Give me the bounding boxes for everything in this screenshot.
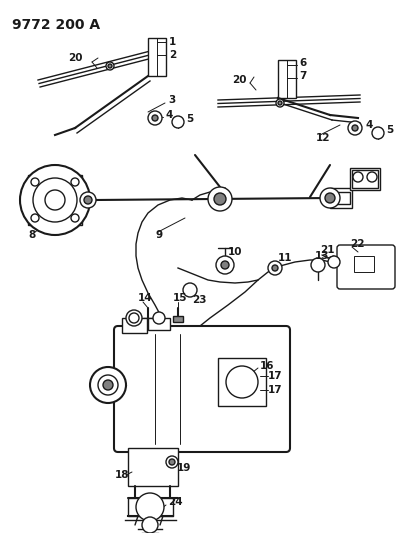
Text: 17: 17	[268, 385, 283, 395]
Text: 5: 5	[386, 125, 393, 135]
Text: 4: 4	[165, 110, 172, 120]
Circle shape	[45, 190, 65, 210]
Text: 9: 9	[155, 230, 162, 240]
Circle shape	[152, 115, 158, 121]
Circle shape	[278, 101, 282, 105]
Text: 23: 23	[192, 295, 207, 305]
Circle shape	[142, 517, 158, 533]
Text: 6: 6	[299, 58, 306, 68]
Bar	[218, 358, 266, 406]
Circle shape	[31, 214, 39, 222]
Bar	[128, 448, 178, 486]
Bar	[28, 175, 82, 225]
Circle shape	[108, 64, 112, 68]
Bar	[332, 192, 350, 204]
Bar	[278, 60, 296, 98]
Text: 22: 22	[350, 239, 365, 249]
Circle shape	[136, 493, 164, 521]
Bar	[354, 256, 374, 272]
Text: 19: 19	[177, 463, 191, 473]
Bar	[148, 318, 170, 330]
Text: 15: 15	[173, 293, 188, 303]
Circle shape	[80, 192, 96, 208]
Bar	[352, 170, 378, 188]
Circle shape	[106, 62, 114, 70]
Text: 2: 2	[169, 50, 176, 60]
Text: 24: 24	[168, 497, 182, 507]
Circle shape	[367, 172, 377, 182]
Circle shape	[71, 214, 79, 222]
Circle shape	[320, 188, 340, 208]
Text: 8: 8	[28, 230, 35, 240]
Circle shape	[226, 366, 258, 398]
Text: 18: 18	[115, 470, 130, 480]
Circle shape	[352, 125, 358, 131]
Circle shape	[183, 283, 197, 297]
Text: 17: 17	[268, 371, 283, 381]
Circle shape	[126, 310, 142, 326]
Bar	[148, 38, 166, 76]
Circle shape	[33, 178, 77, 222]
Text: 3: 3	[168, 95, 175, 105]
Circle shape	[129, 313, 139, 323]
Circle shape	[71, 178, 79, 186]
Circle shape	[276, 99, 284, 107]
Circle shape	[141, 498, 159, 516]
Text: 12: 12	[316, 133, 330, 143]
Text: 13: 13	[315, 251, 330, 261]
Text: 21: 21	[320, 245, 334, 255]
Circle shape	[272, 265, 278, 271]
Text: 9772 200 A: 9772 200 A	[12, 18, 100, 32]
Bar	[173, 316, 183, 322]
Bar	[128, 498, 173, 516]
Bar	[330, 188, 352, 208]
Bar	[122, 318, 147, 333]
Circle shape	[311, 258, 325, 272]
Circle shape	[148, 111, 162, 125]
Circle shape	[20, 165, 90, 235]
Circle shape	[268, 261, 282, 275]
Circle shape	[325, 193, 335, 203]
Circle shape	[221, 261, 229, 269]
Circle shape	[103, 380, 113, 390]
FancyBboxPatch shape	[337, 245, 395, 289]
Circle shape	[348, 121, 362, 135]
Text: 14: 14	[138, 293, 153, 303]
Circle shape	[328, 256, 340, 268]
FancyBboxPatch shape	[114, 326, 290, 452]
Text: 7: 7	[299, 71, 306, 81]
Circle shape	[353, 172, 363, 182]
Bar	[143, 318, 153, 324]
Text: 20: 20	[232, 75, 247, 85]
Circle shape	[153, 312, 165, 324]
Text: 1: 1	[169, 37, 176, 47]
Bar	[350, 168, 380, 190]
Text: 4: 4	[365, 120, 373, 130]
Circle shape	[172, 116, 184, 128]
Circle shape	[84, 196, 92, 204]
Circle shape	[31, 178, 39, 186]
Text: 10: 10	[228, 247, 243, 257]
Circle shape	[166, 456, 178, 468]
Text: 11: 11	[278, 253, 292, 263]
Circle shape	[372, 127, 384, 139]
Text: 5: 5	[186, 114, 193, 124]
Circle shape	[214, 193, 226, 205]
Circle shape	[208, 187, 232, 211]
Circle shape	[216, 256, 234, 274]
Circle shape	[169, 459, 175, 465]
Circle shape	[98, 375, 118, 395]
Text: 20: 20	[68, 53, 83, 63]
Circle shape	[90, 367, 126, 403]
Text: 16: 16	[260, 361, 275, 371]
